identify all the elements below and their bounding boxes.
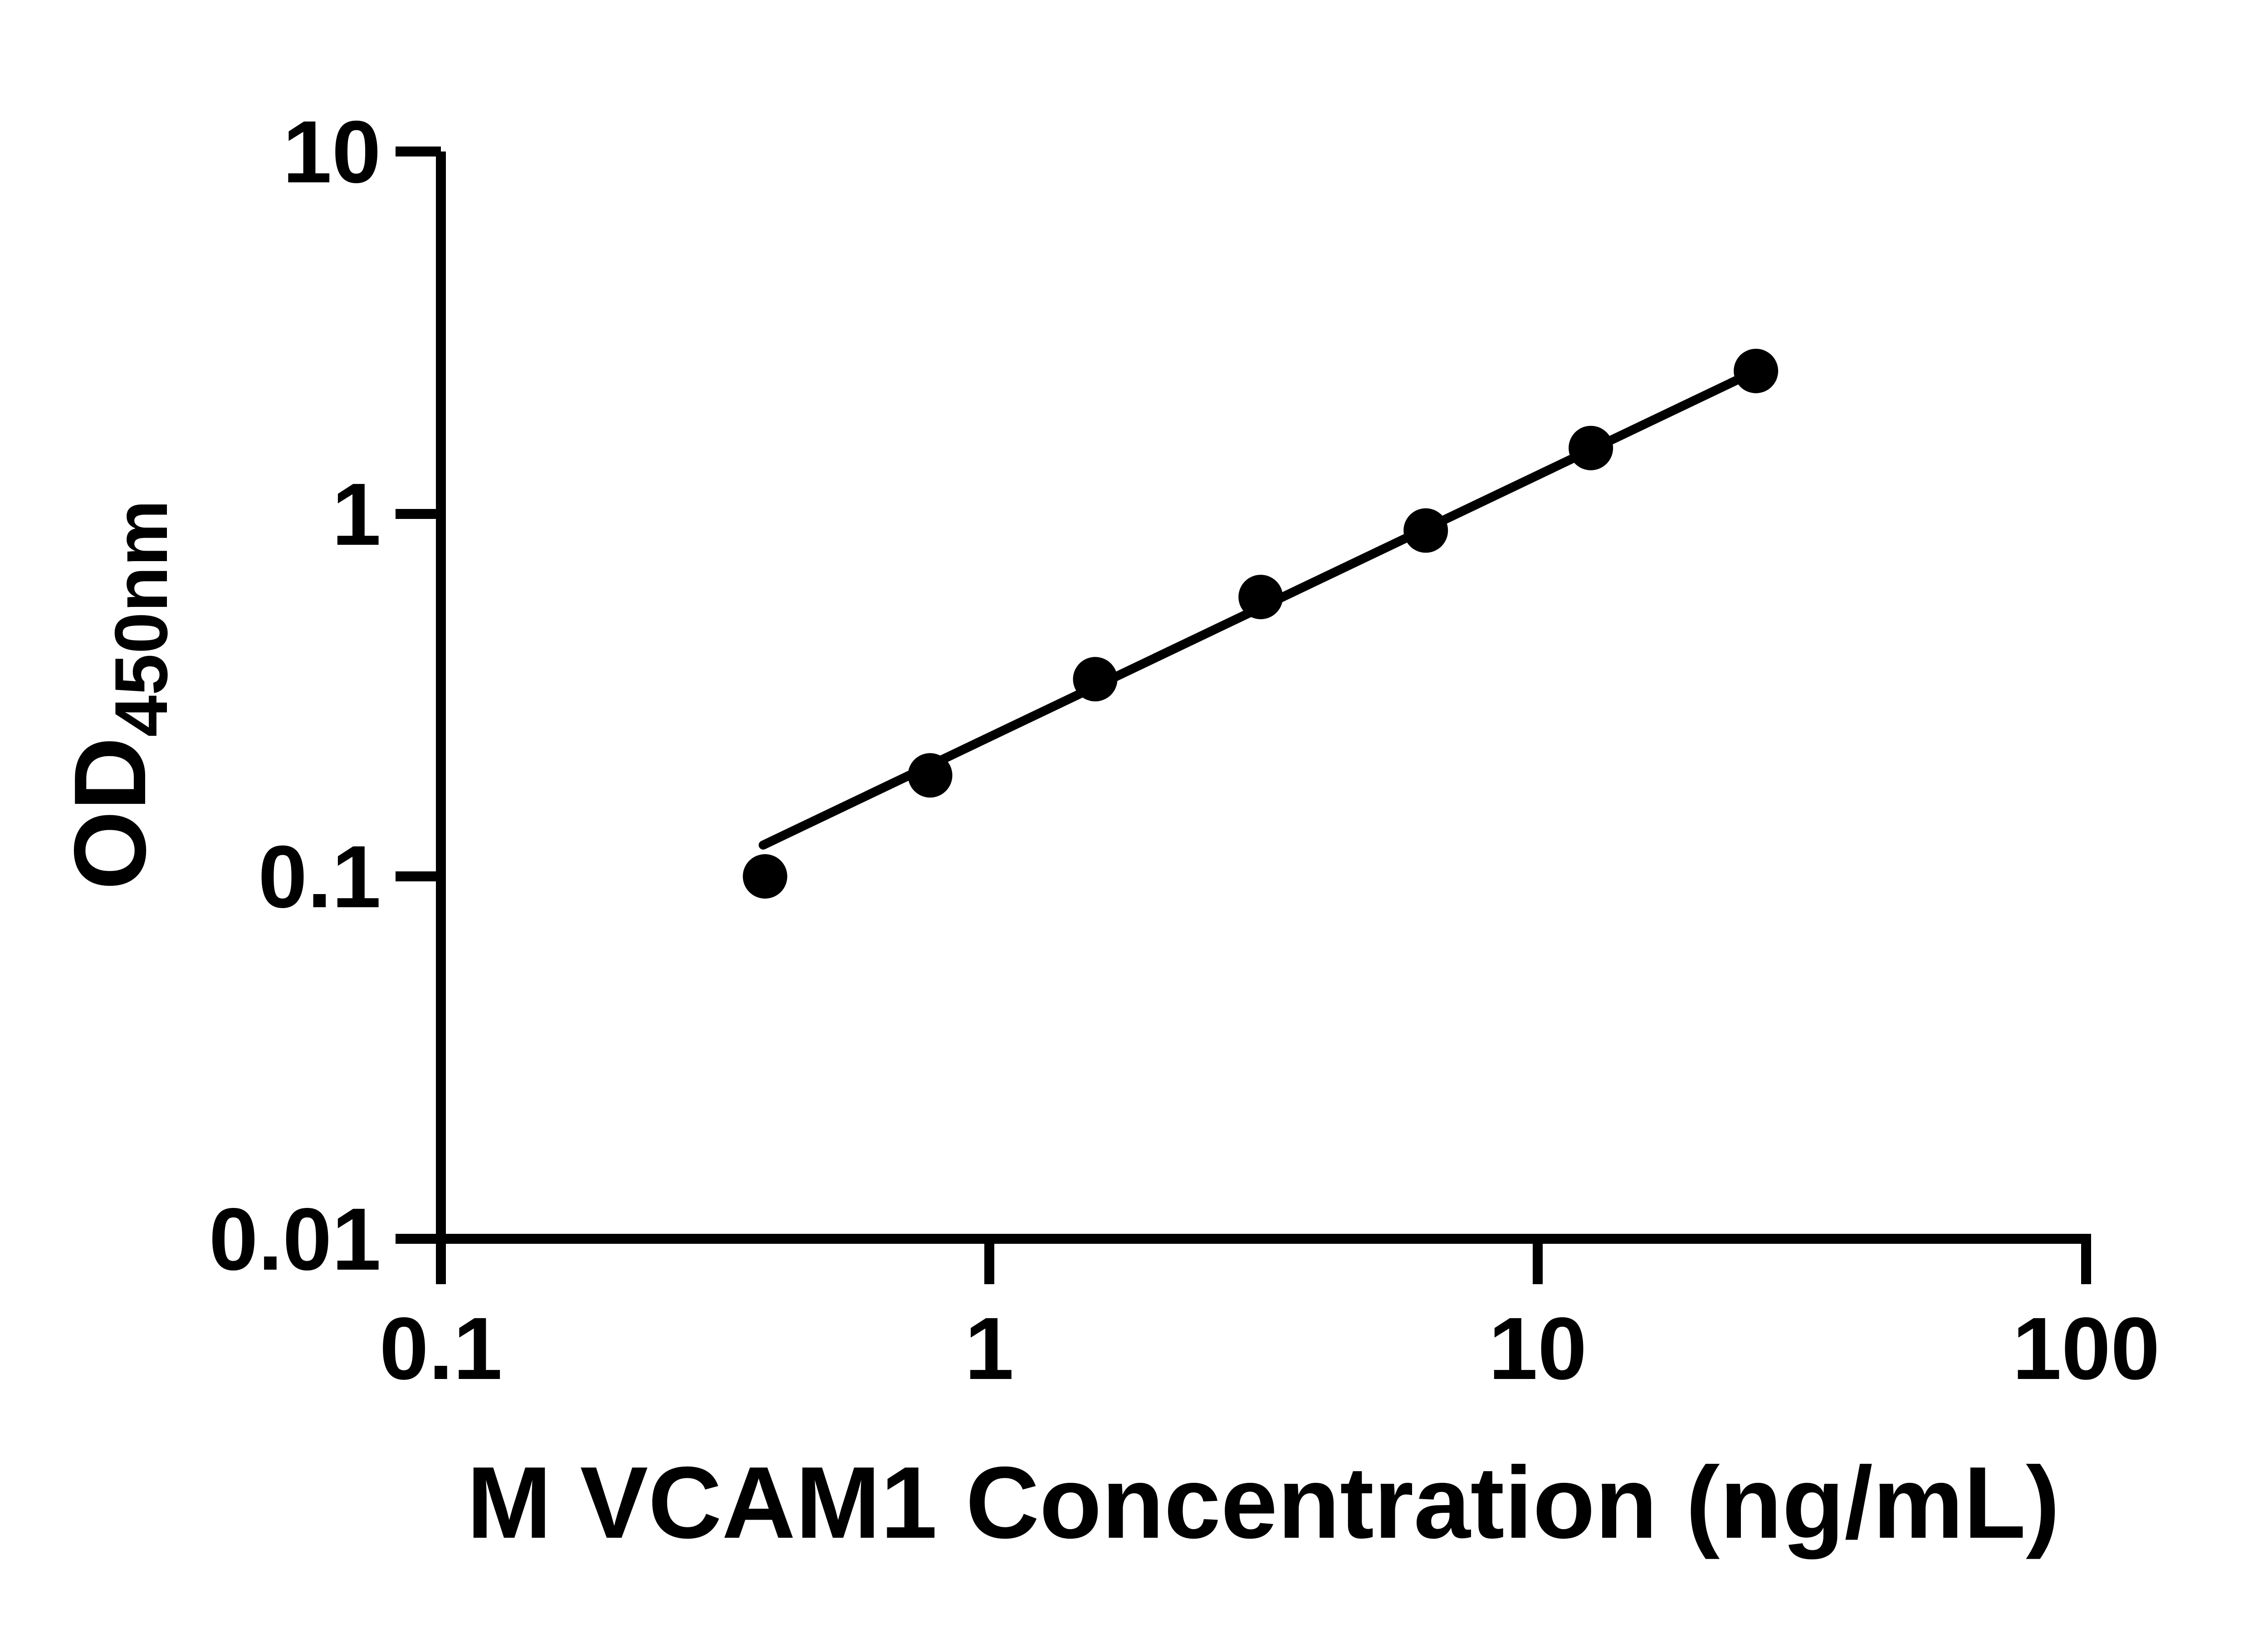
data-point [1403,508,1448,553]
y-tick-label: 0.01 [209,1190,381,1289]
y-axis-title-main: OD [53,737,167,890]
ticks [396,147,2091,1284]
axes [396,152,2091,1284]
data-point [1073,657,1118,702]
x-tick-label: 100 [2012,1299,2160,1398]
x-axis-title: M VCAM1 Concentration (ng/mL) [467,1445,2060,1560]
x-tick-label: 1 [965,1299,1014,1398]
data-point [1734,348,1779,393]
y-axis-title-subscript: 450nm [99,500,183,737]
data-point [1238,575,1283,620]
x-tick-label: 10 [1489,1299,1587,1398]
data-point [908,753,953,798]
y-tick-label: 10 [283,103,381,201]
tick-labels: 0.01 0.1 1 10 0.1 1 10 100 [209,103,2160,1398]
data-point [743,854,787,899]
y-tick-label: 0.1 [258,827,381,926]
y-tick-label: 1 [332,465,381,564]
x-tick-label: 0.1 [379,1299,502,1398]
y-axis-title: OD450nm [53,500,183,890]
plot-area [743,348,1779,899]
data-point [1569,425,1613,470]
